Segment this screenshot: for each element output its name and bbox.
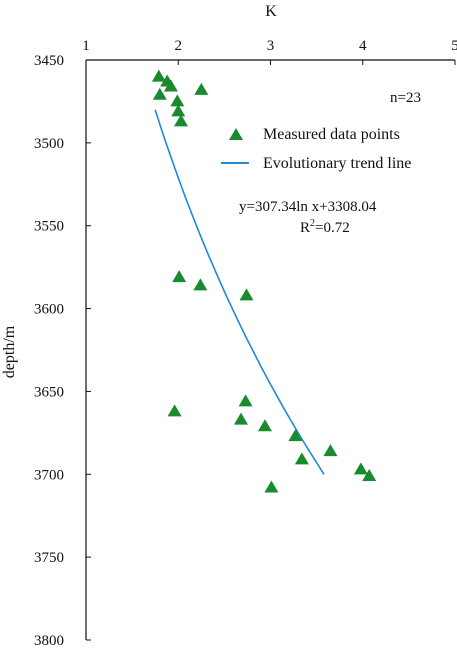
data-point-triangle — [353, 462, 368, 475]
data-point-triangle — [172, 270, 187, 283]
equation-label: y=307.34ln x+3308.04 — [239, 199, 377, 215]
data-point-triangle — [193, 278, 208, 291]
trend-line-group — [154, 109, 325, 475]
data-point-triangle — [151, 69, 166, 82]
data-point-triangle — [170, 94, 185, 107]
sample-count-label: n=23 — [390, 90, 421, 106]
ticks: 1 2 3 4 5 3450 3500 3550 3600 3650 3700 3750 3800 — [34, 38, 457, 648]
r-squared-superscript: 2 — [310, 218, 315, 229]
legend-triangle-marker — [229, 128, 243, 140]
data-point-triangle — [194, 82, 209, 95]
y-tick-label: 3600 — [34, 302, 64, 318]
data-point-triangle — [167, 404, 182, 417]
x-tick-label: 4 — [359, 38, 367, 54]
y-tick-label: 3700 — [34, 467, 64, 483]
x-tick-label: 5 — [451, 38, 457, 54]
legend-label-trend: Evolutionary trend line — [263, 155, 411, 172]
data-points — [151, 69, 377, 493]
data-point-triangle — [233, 412, 248, 425]
x-tick-label: 1 — [82, 38, 90, 54]
data-point-triangle — [238, 394, 253, 407]
data-point-triangle — [163, 79, 178, 92]
y-tick-label: 3750 — [34, 550, 64, 566]
data-point-triangle — [288, 429, 303, 442]
data-point-triangle — [174, 114, 189, 127]
data-point-triangle — [323, 444, 338, 457]
data-point-triangle — [294, 452, 309, 465]
y-tick-label: 3500 — [34, 136, 64, 152]
axes — [85, 59, 455, 640]
x-tick-label: 3 — [267, 38, 275, 54]
y-tick-label: 3800 — [34, 633, 64, 648]
y-tick-label: 3550 — [34, 219, 64, 235]
x-tick-label: 2 — [175, 38, 183, 54]
legend-label-measured: Measured data points — [263, 126, 400, 143]
y-axis-title: depth/m — [1, 325, 18, 378]
data-point-triangle — [171, 104, 186, 117]
data-point-triangle — [264, 480, 279, 493]
data-point-triangle — [239, 288, 254, 301]
data-point-triangle — [362, 468, 377, 481]
x-axis-title: K — [265, 3, 277, 20]
trend-line — [154, 109, 325, 475]
r-squared-label: R2=0.72 — [300, 218, 350, 236]
data-point-triangle — [152, 87, 167, 100]
legend: Measured data points Evolutionary trend … — [221, 126, 411, 172]
y-tick-label: 3650 — [34, 384, 64, 400]
y-tick-label: 3450 — [34, 53, 64, 69]
data-point-triangle — [257, 419, 272, 432]
